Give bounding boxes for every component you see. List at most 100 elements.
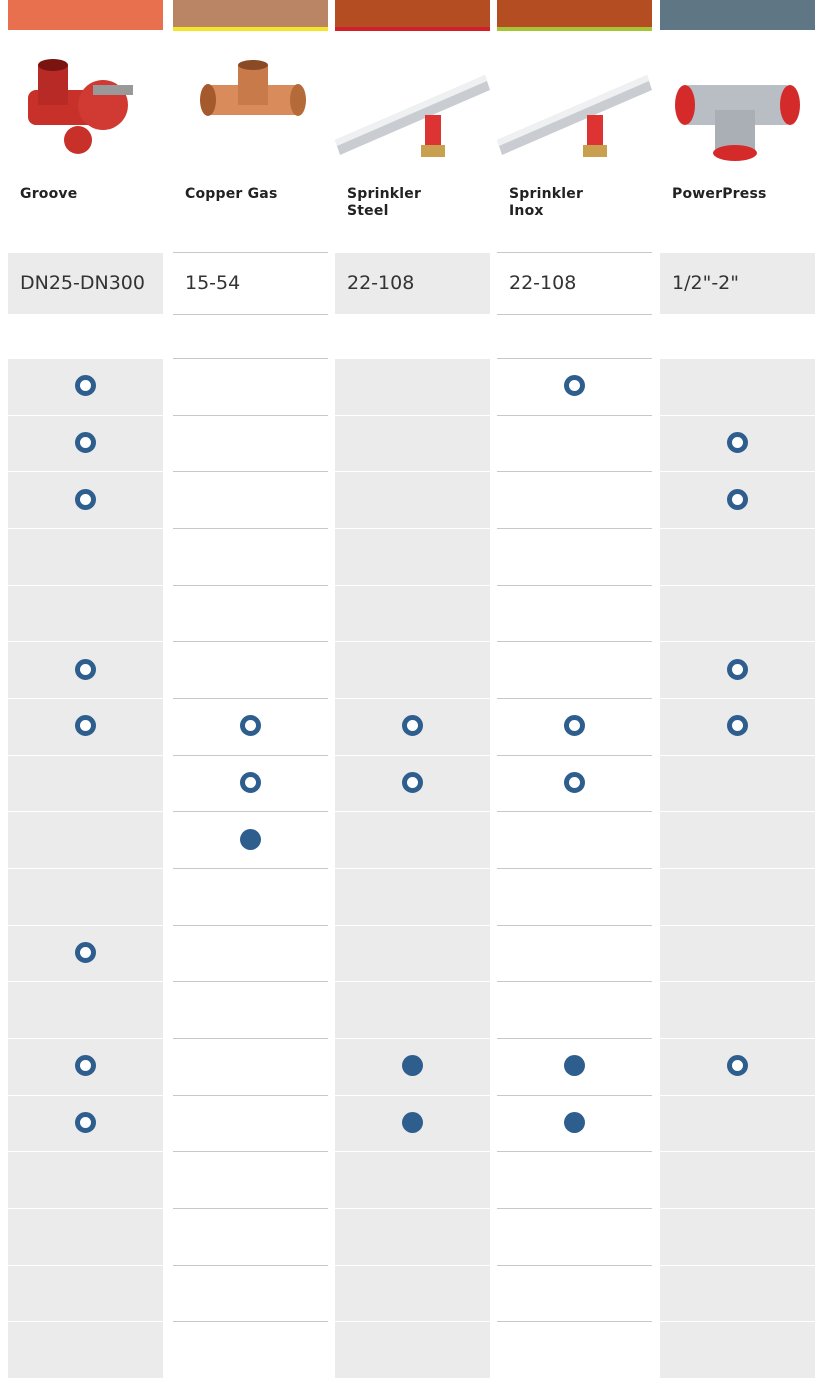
table-cell [173,811,328,868]
table-cell [173,755,328,812]
header-bar [497,0,652,30]
table-cell [497,415,652,472]
table-cell [8,1208,163,1265]
filled-circle-icon [564,1055,585,1076]
table-cell [8,698,163,755]
size-text: 22-108 [347,253,414,314]
table-cell [497,698,652,755]
open-circle-icon [564,772,585,793]
open-circle-icon [75,942,96,963]
table-cell [660,925,815,982]
table-cell [335,811,490,868]
table-cell [497,755,652,812]
table-cell [497,1151,652,1208]
table-cell [335,585,490,642]
product-name: Copper Gas [185,186,328,203]
table-cell [173,1265,328,1322]
table-cell [173,471,328,528]
table-cell [8,868,163,925]
table-cell [8,1265,163,1322]
filled-circle-icon [564,1112,585,1133]
table-cell [660,811,815,868]
open-circle-icon [75,1055,96,1076]
table-cell [660,755,815,812]
table-cell [335,641,490,698]
table-cell [173,1208,328,1265]
table-cell [173,528,328,585]
size-cell: 1/2"-2" [660,252,815,314]
table-cell [497,471,652,528]
table-cell [173,868,328,925]
open-circle-icon [564,715,585,736]
header-bar [335,0,490,30]
filled-circle-icon [402,1112,423,1133]
table-cell [497,811,652,868]
table-cell [8,471,163,528]
open-circle-icon [75,432,96,453]
table-cell [660,1095,815,1152]
open-circle-icon [727,715,748,736]
table-cell [660,868,815,925]
table-cell [335,1265,490,1322]
table-cell [335,981,490,1038]
header-bar [173,0,328,30]
product-name: Sprinkler Inox [509,186,652,220]
product-name: Groove [20,186,163,203]
comparison-table: GrooveDN25-DN300Copper Gas15-54Sprinkler… [0,0,819,1378]
size-cell: DN25-DN300 [8,252,163,314]
table-cell [8,641,163,698]
table-cell [173,981,328,1038]
table-cell [173,1095,328,1152]
filled-circle-icon [402,1055,423,1076]
size-text: DN25-DN300 [20,253,145,314]
table-cell [8,981,163,1038]
table-cell [173,1038,328,1095]
product-image [8,45,163,165]
table-cell [335,415,490,472]
product-icon [8,45,163,165]
table-cell [8,415,163,472]
product-icon [173,45,328,165]
product-image [497,45,652,165]
size-cell: 22-108 [335,252,490,314]
header-bar [660,0,815,30]
open-circle-icon [727,432,748,453]
product-name: PowerPress [672,186,815,203]
open-circle-icon [727,1055,748,1076]
open-circle-icon [75,1112,96,1133]
open-circle-icon [240,772,261,793]
table-cell [660,1321,815,1378]
open-circle-icon [75,375,96,396]
table-cell [660,471,815,528]
table-cell [497,981,652,1038]
table-cell [660,1038,815,1095]
product-name: Sprinkler Steel [347,186,490,220]
table-cell [335,925,490,982]
table-cell [8,358,163,415]
table-cell [497,1265,652,1322]
table-cell [497,1321,652,1378]
table-cell [660,1208,815,1265]
table-cell [335,1038,490,1095]
accent-bar [497,27,652,31]
table-cell [497,1095,652,1152]
table-cell [497,1038,652,1095]
table-cell [8,755,163,812]
table-cell [173,641,328,698]
product-icon [497,45,652,165]
table-cell [8,1095,163,1152]
table-cell [8,1321,163,1378]
table-cell [8,1038,163,1095]
table-cell [660,1151,815,1208]
table-cell [8,925,163,982]
table-cell [497,868,652,925]
table-cell [335,528,490,585]
table-cell [335,1321,490,1378]
table-cell [660,415,815,472]
table-cell [173,415,328,472]
table-cell [497,1208,652,1265]
table-cell [335,471,490,528]
table-cell [497,358,652,415]
open-circle-icon [402,715,423,736]
product-image [335,45,490,165]
